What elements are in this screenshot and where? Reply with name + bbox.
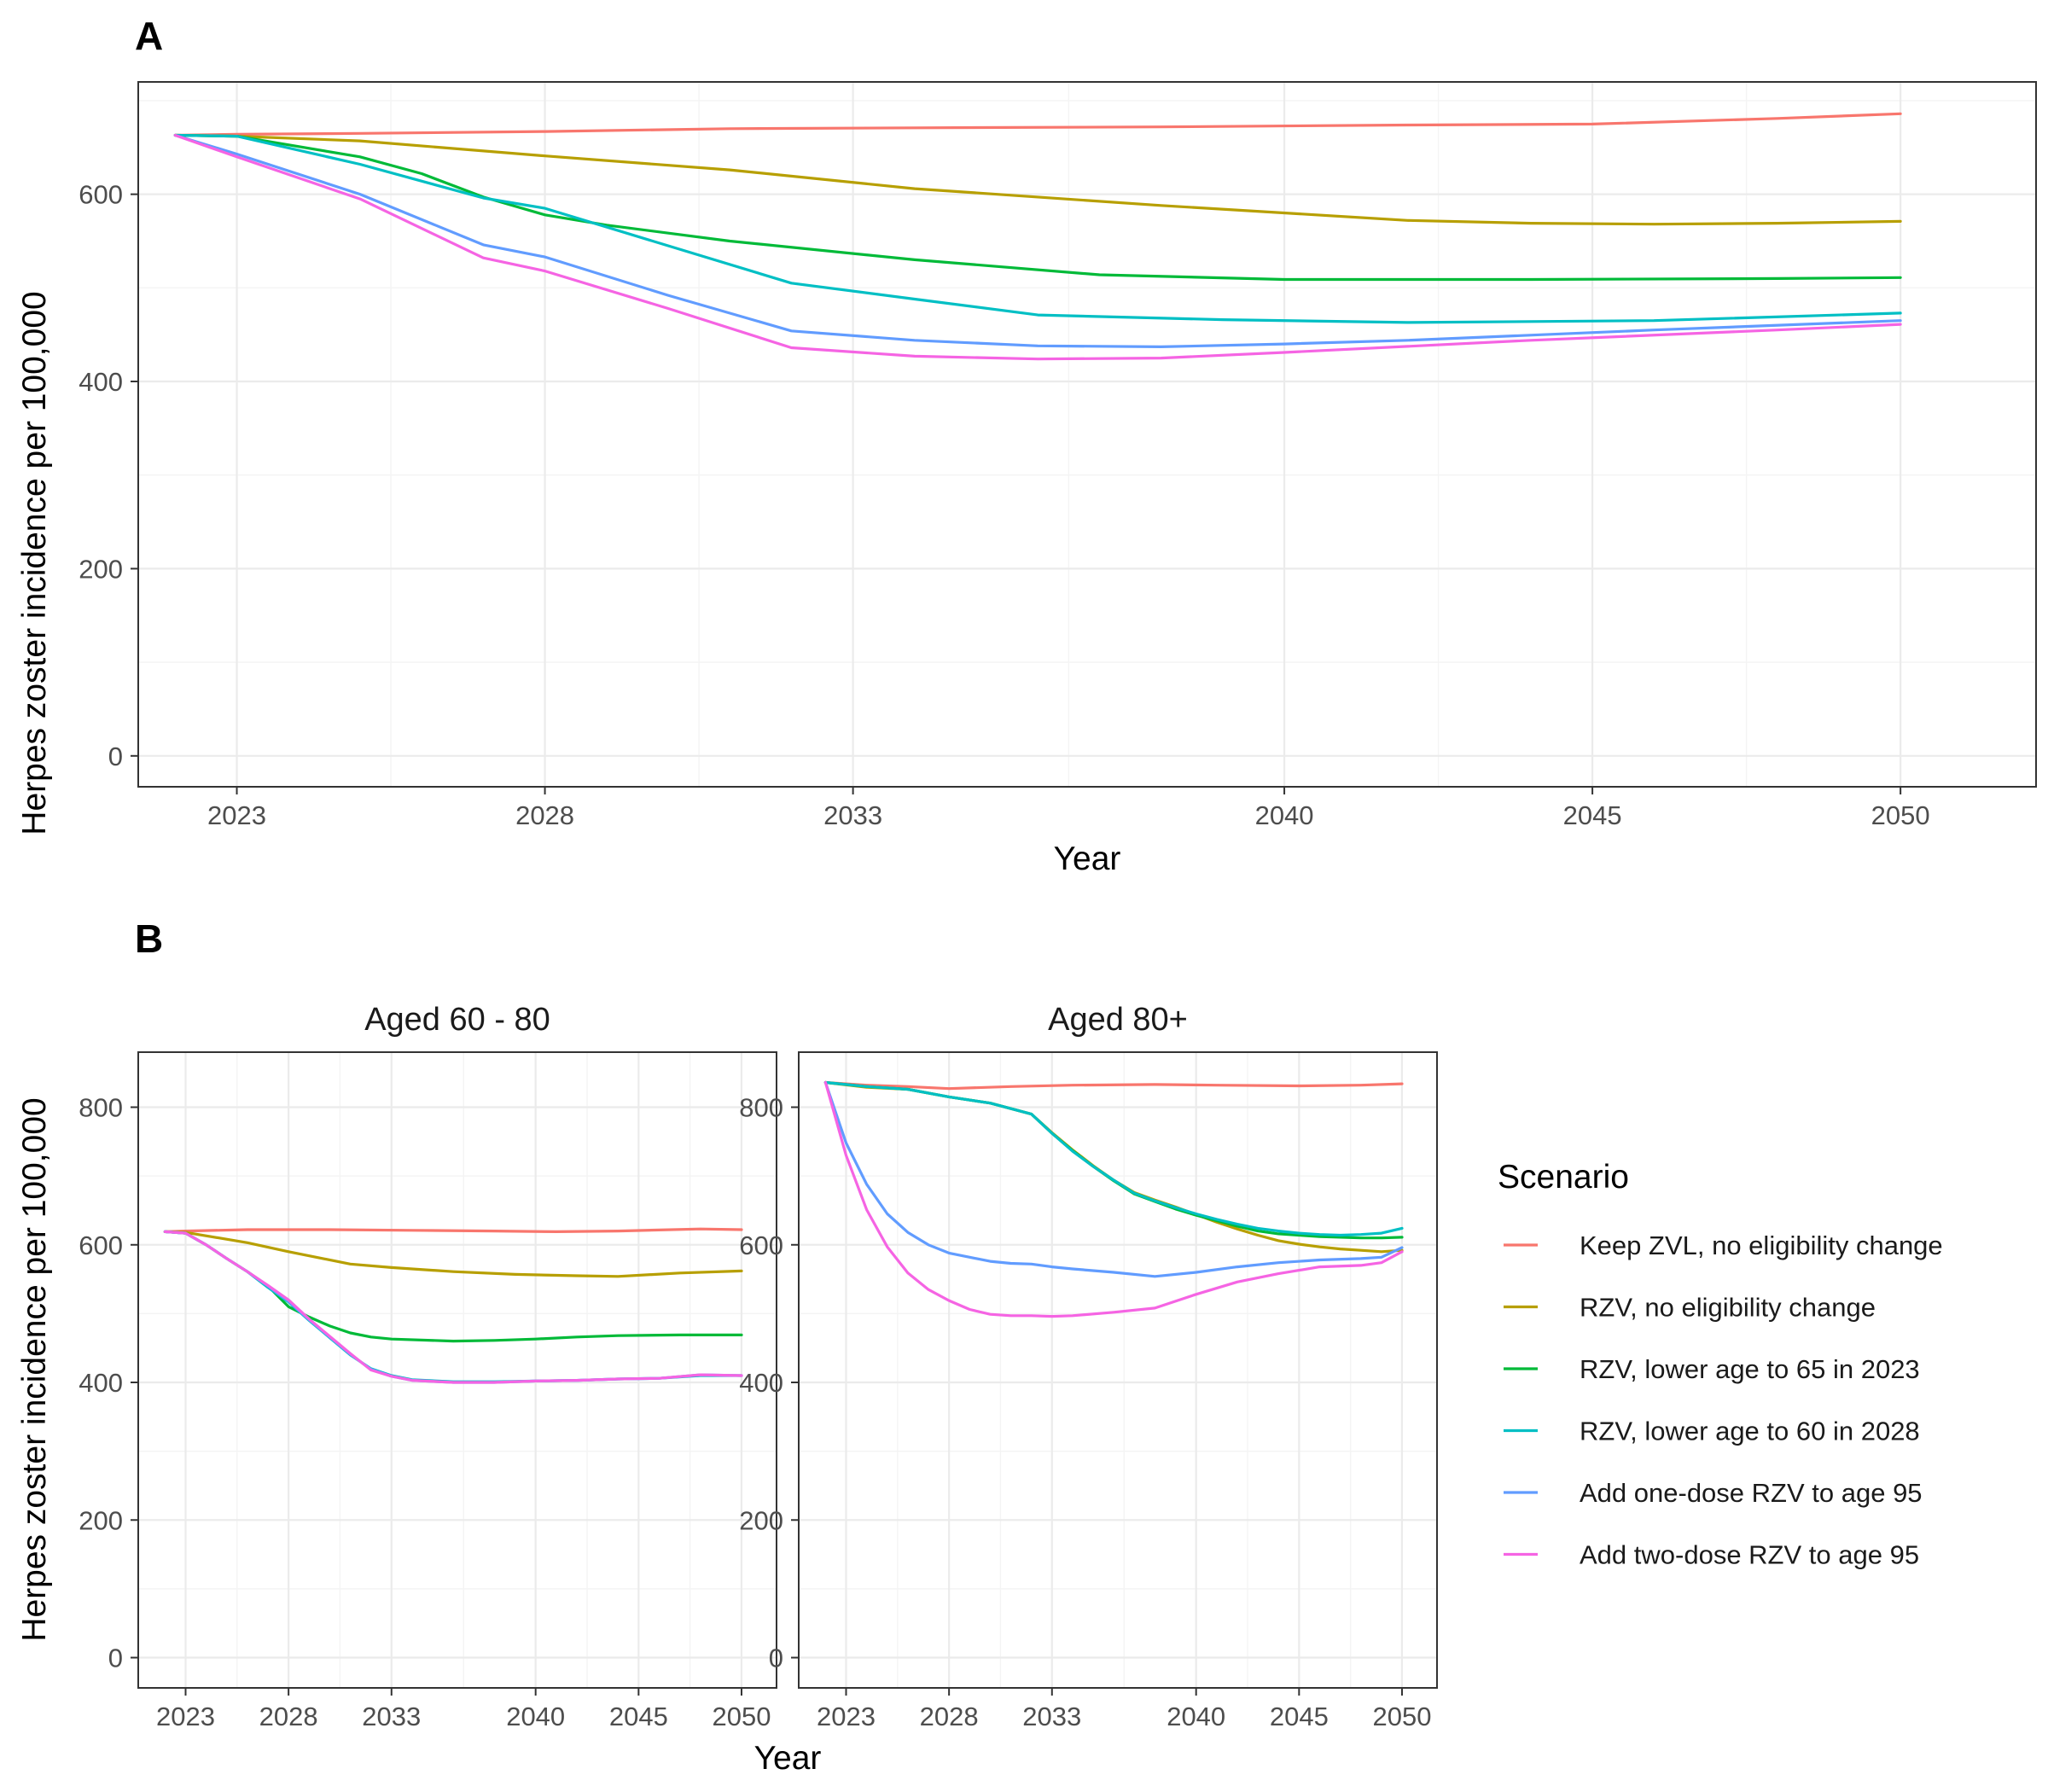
panel-a-series-rzv_60_2028 [173, 133, 1902, 324]
panel-b-aged-80-plus-x-tick-label: 2045 [1270, 1702, 1329, 1731]
panel-a-y-axis-title: Herpes zoster incidence per 100,000 [16, 291, 53, 835]
panel-b-aged-80-plus-x-tick-label: 2028 [920, 1702, 979, 1731]
panel-b-aged-60-80-y-tick-label: 400 [79, 1368, 123, 1398]
panel-b-x-axis-title: Year [754, 1740, 822, 1777]
panel-a-plot-background [138, 82, 2036, 787]
panel-a-x-tick-label: 2045 [1563, 800, 1622, 830]
panel-a-y-tick-label: 600 [79, 180, 123, 210]
panel-b-aged-60-80-x-tick-label: 2028 [259, 1702, 318, 1731]
panel-b-aged-60-80-panel-border [137, 1051, 777, 1689]
panel-b-aged-60-80-y-tick-label: 600 [79, 1231, 123, 1260]
panel-b-aged-60-80-x-tick-label: 2040 [506, 1702, 565, 1731]
panel-b-aged-60-80-y-tick-label: 200 [79, 1505, 123, 1535]
legend-label-keep_zvl: Keep ZVL, no eligibility change [1580, 1231, 1943, 1260]
legend-label-two_dose_95: Add two-dose RZV to age 95 [1580, 1540, 1919, 1570]
panel-a-x-tick-label: 2040 [1255, 800, 1314, 830]
panel-a-series-rzv_no_change [173, 133, 1902, 226]
legend-title: Scenario [1498, 1159, 1629, 1196]
panel-b-aged-80-plus-series-rzv_60_2028 [823, 1080, 1404, 1237]
legend-label-one_dose_95: Add one-dose RZV to age 95 [1580, 1478, 1923, 1508]
panel-b-aged-80-plus-series-keep_zvl [823, 1080, 1404, 1091]
panel-b-aged-60-80-y-tick-label: 800 [79, 1093, 123, 1123]
legend-item-one_dose_95: Add one-dose RZV to age 95 [1504, 1478, 1923, 1508]
panel-b-aged-80-plus-plot-background [799, 1052, 1437, 1688]
panel-b-aged-80-plus-x-tick-label: 2050 [1372, 1702, 1431, 1731]
panel-b-aged-60-80-series-two_dose_95 [163, 1230, 743, 1384]
panel-b-aged-60-80-y-tick-label: 0 [108, 1644, 123, 1673]
panel-b-aged-60-80-chart: 2023 2028 2033 2040 2045 2050 0 200 400 600 800 [79, 1051, 777, 1731]
panel-b-aged-60-80-x-tick-label: 2033 [362, 1702, 421, 1731]
panel-b-aged-80-plus-y-tick-label: 400 [739, 1368, 783, 1398]
panel-b-aged-80-plus-x-tick-label: 2040 [1167, 1702, 1225, 1731]
legend-label-rzv_60_2028: RZV, lower age to 60 in 2028 [1580, 1417, 1920, 1446]
panel-a-series-keep_zvl [173, 112, 1902, 137]
legend-item-rzv_65_2023: RZV, lower age to 65 in 2023 [1504, 1354, 1920, 1384]
panel-b-aged-80-plus-panel-border [798, 1051, 1438, 1689]
panel-b-aged-60-80-plot-background [138, 1052, 777, 1688]
panel-b-aged-60-80-x-tick-label: 2023 [156, 1702, 215, 1731]
panel-b-aged-60-80-x-tick-label: 2050 [712, 1702, 771, 1731]
legend-item-keep_zvl: Keep ZVL, no eligibility change [1504, 1231, 1943, 1260]
panel-b-aged-60-80-series-keep_zvl [163, 1227, 743, 1234]
panel-b-aged-80-plus-chart: 2023 2028 2033 2040 2045 2050 0 200 400 600 800 [739, 1051, 1438, 1731]
panel-b-aged-80-plus-series-one_dose_95 [823, 1080, 1404, 1278]
panel-a-x-tick-label: 2023 [207, 800, 266, 830]
panel-a-x-tick-label: 2028 [515, 800, 574, 830]
panel-a-series-one_dose_95 [173, 133, 1902, 348]
panel-a-series-rzv_65_2023 [173, 133, 1902, 282]
legend-label-rzv_65_2023: RZV, lower age to 65 in 2023 [1580, 1354, 1920, 1384]
panel-b-aged-80-plus-y-tick-label: 600 [739, 1231, 783, 1260]
panel-a-x-tick-label: 2050 [1871, 800, 1930, 830]
panel-a-x-axis-title: Year [1054, 841, 1121, 877]
panel-a-x-tick-label: 2033 [823, 800, 882, 830]
panel-letter-b: B [135, 916, 163, 961]
panel-b-aged-80-plus-y-tick-label: 800 [739, 1093, 783, 1123]
panel-a-y-tick-label: 0 [108, 742, 123, 771]
panel-a-y-tick-label: 200 [79, 554, 123, 584]
panel-b-y-axis-title: Herpes zoster incidence per 100,000 [16, 1097, 53, 1641]
legend-label-rzv_no_change: RZV, no eligibility change [1580, 1293, 1876, 1323]
panel-a-chart: 2023 2028 2033 2040 2045 2050 0 200 400 600 [79, 81, 2037, 830]
panel-b-aged-80-plus-y-tick-label: 200 [739, 1505, 783, 1535]
legend-item-two_dose_95: Add two-dose RZV to age 95 [1504, 1540, 1919, 1570]
panel-b-aged-80-plus-y-tick-label: 0 [769, 1644, 783, 1673]
legend-item-rzv_no_change: RZV, no eligibility change [1504, 1293, 1876, 1323]
legend: Scenario Keep ZVL, no eligibility change… [1498, 1159, 1943, 1570]
panel-a-series-two_dose_95 [173, 133, 1902, 361]
panel-b-aged-80-plus-series-two_dose_95 [823, 1080, 1404, 1318]
panel-b-aged-80-plus-x-tick-label: 2023 [817, 1702, 876, 1731]
panel-letter-a: A [135, 14, 163, 58]
legend-item-rzv_60_2028: RZV, lower age to 60 in 2028 [1504, 1417, 1920, 1446]
facet-title-aged-60-80: Aged 60 - 80 [364, 1002, 550, 1038]
panel-b-aged-60-80-x-tick-label: 2045 [609, 1702, 668, 1731]
panel-b-aged-80-plus-x-tick-label: 2033 [1022, 1702, 1081, 1731]
panel-b-aged-60-80-series-rzv_no_change [163, 1230, 743, 1278]
facet-title-aged-80-plus: Aged 80+ [1048, 1002, 1188, 1038]
panel-a-y-tick-label: 400 [79, 367, 123, 397]
panel-a-panel-border [137, 81, 2037, 788]
